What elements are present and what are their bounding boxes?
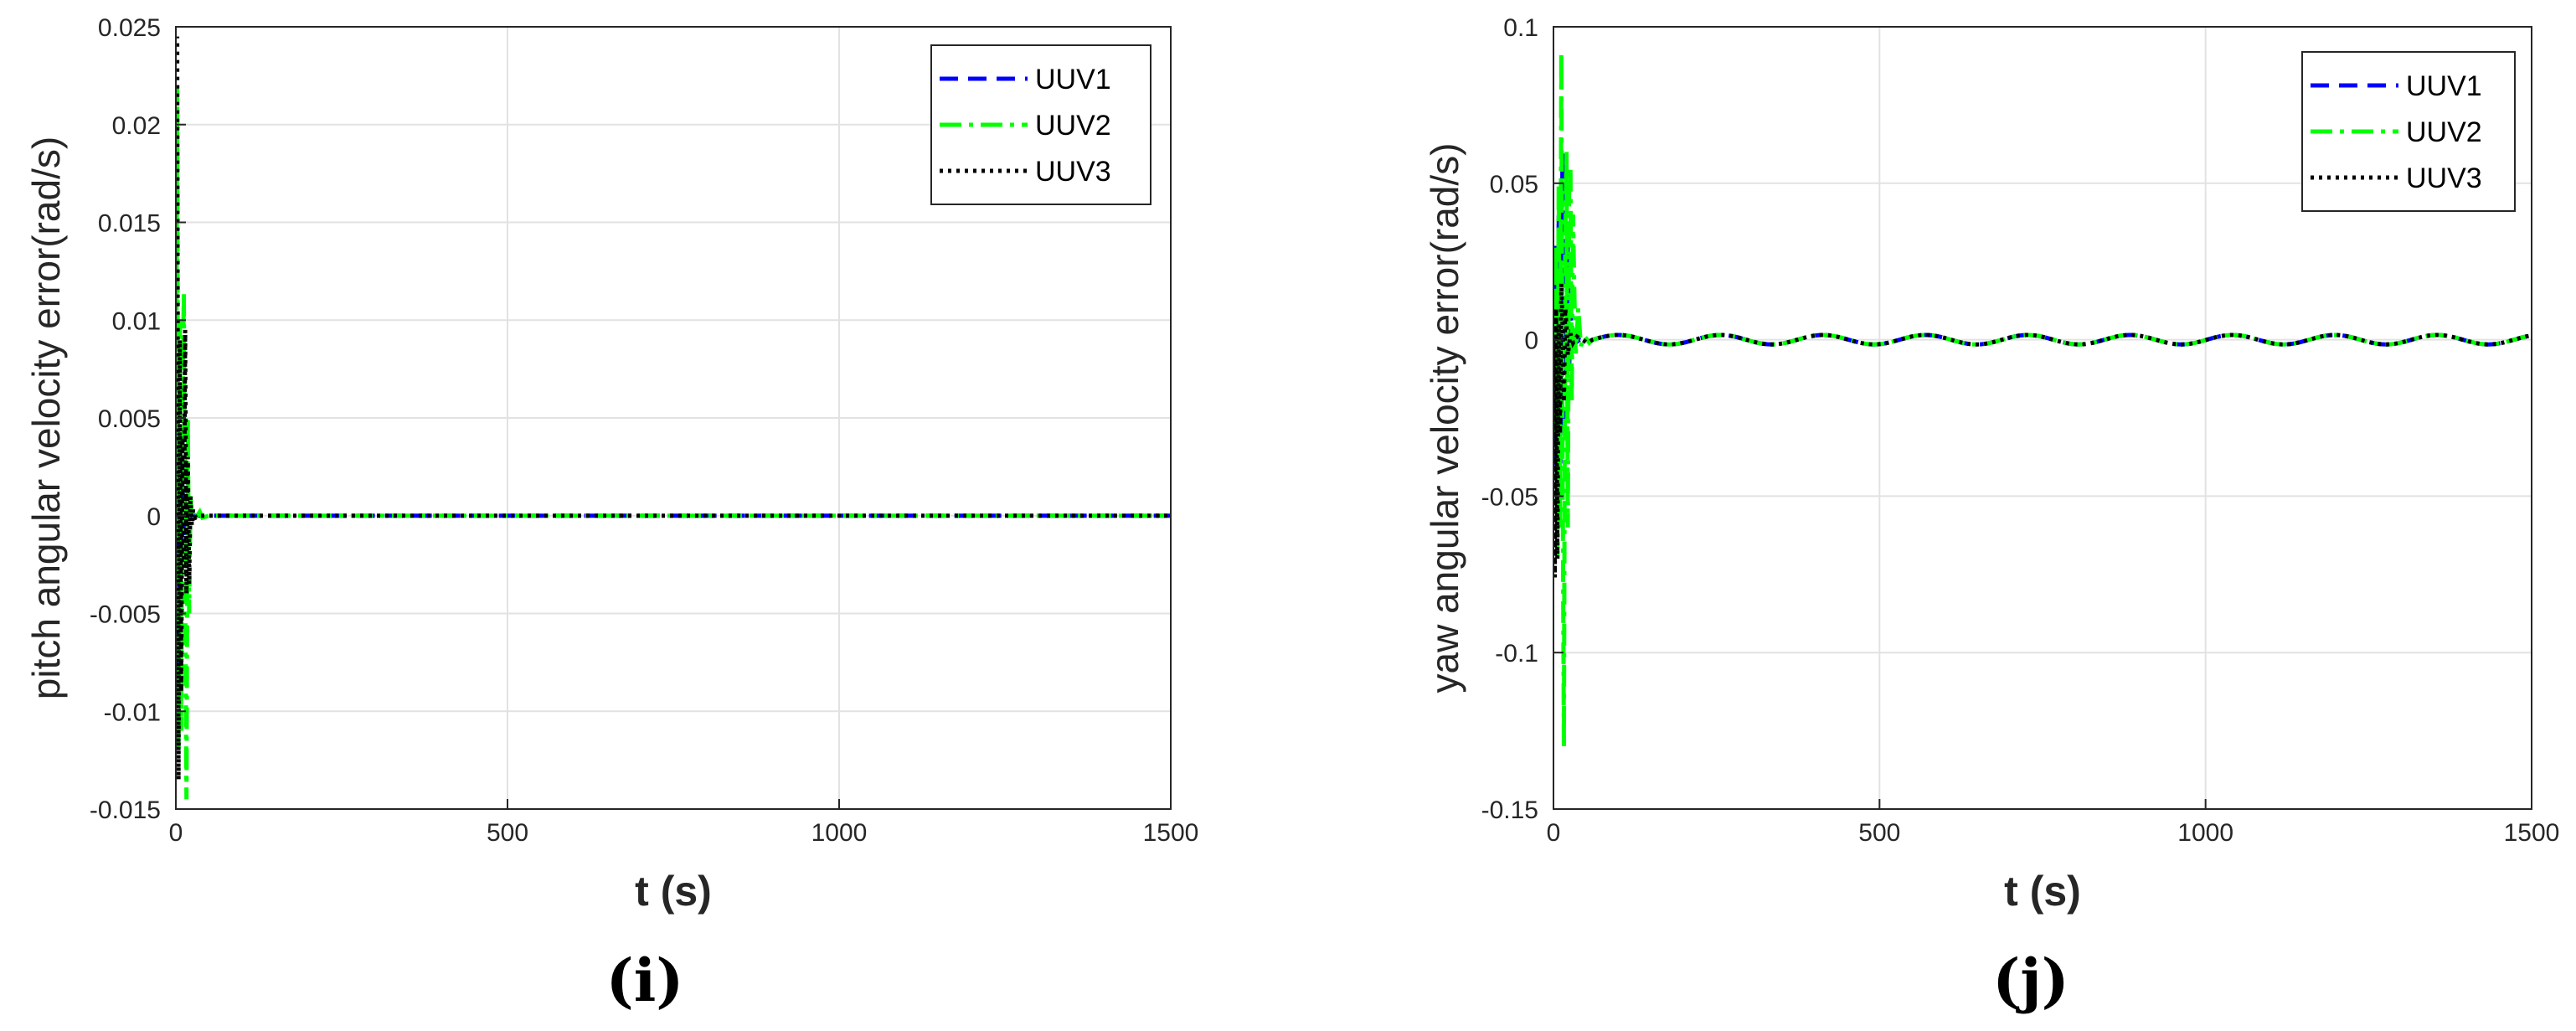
panel-1-axes-box	[1553, 26, 2532, 810]
panel-1-panel-label: (j)	[1992, 946, 2069, 1015]
panel-0-x-tick-label-2: 1000	[811, 819, 868, 847]
panel-0-y-axis-label: pitch angular velocity error(rad/s)	[24, 137, 68, 699]
panel-0-legend-box	[930, 44, 1151, 205]
panel-0-y-tick-label-7: 0.02	[112, 112, 161, 140]
chart-pitch-angular-velocity-error: 0 500 1000 1500 -0.015 -0.01 -0.005 0 0.005 0.01 0…	[24, 14, 1198, 1015]
panel-0-y-tick-label-2: -0.005	[90, 601, 161, 629]
panel-1-x-tick-label-2: 1000	[2177, 819, 2233, 847]
panel-0-x-tick-label-0: 0	[169, 819, 183, 847]
panel-1-y-tick-label-3: 0	[1524, 327, 1538, 355]
panel-1-y-tick-label-4: 0.05	[1490, 171, 1538, 198]
panel-0-panel-label: (i)	[606, 946, 684, 1015]
panel-1-series-line-uuv3	[1553, 283, 2532, 578]
panel-1-legend-label-uuv1: UUV1	[2406, 70, 2482, 102]
panel-0-legend: UUV1 UUV2 UUV3	[930, 44, 1151, 205]
panel-0-x-tick-label-3: 1500	[1143, 819, 1199, 847]
panel-0-y-tick-label-6: 0.015	[98, 210, 161, 238]
panel-0-y-tick-label-4: 0.005	[98, 405, 161, 433]
panel-0-legend-label-uuv2: UUV2	[1035, 110, 1111, 142]
panel-0-legend-label-uuv3: UUV3	[1035, 156, 1111, 188]
panel-0-x-tick-label-1: 500	[487, 819, 528, 847]
panel-1-legend-box	[2301, 51, 2516, 212]
panel-0-y-tick-label-3: 0	[147, 503, 161, 531]
chart-yaw-angular-velocity-error: 0 500 1000 1500 -0.15 -0.1 -0.05 0 0.05 0.1 t (s) y…	[1423, 14, 2559, 1015]
panel-0-y-tick-label-1: -0.01	[104, 699, 161, 726]
panel-1-x-axis-label: t (s)	[2004, 868, 2081, 915]
panel-1-legend: UUV1 UUV2 UUV3	[2301, 51, 2516, 212]
panel-1-y-tick-label-1: -0.1	[1495, 640, 1538, 668]
panel-0-legend-label-uuv1: UUV1	[1035, 64, 1111, 95]
panel-1-x-tick-label-0: 0	[1547, 819, 1561, 847]
panel-1-y-tick-label-2: -0.05	[1481, 483, 1538, 511]
panel-0-y-tick-label-8: 0.025	[98, 14, 161, 42]
panel-1-y-axis-label: yaw angular velocity error(rad/s)	[1423, 142, 1466, 693]
panel-0-series-line-uuv3	[176, 36, 1171, 780]
panel-1-y-tick-label-0: -0.15	[1481, 796, 1538, 824]
panel-1-y-tick-label-5: 0.1	[1503, 14, 1538, 42]
panel-1-x-tick-label-1: 500	[1858, 819, 1900, 847]
panel-1-legend-label-uuv2: UUV2	[2406, 116, 2482, 148]
panel-0-y-tick-label-5: 0.01	[112, 307, 161, 335]
panel-0-y-tick-label-0: -0.015	[90, 796, 161, 824]
panel-1-x-tick-label-3: 1500	[2504, 819, 2560, 847]
panel-1-legend-label-uuv3: UUV3	[2406, 162, 2482, 194]
panel-0-x-axis-label: t (s)	[635, 868, 712, 915]
